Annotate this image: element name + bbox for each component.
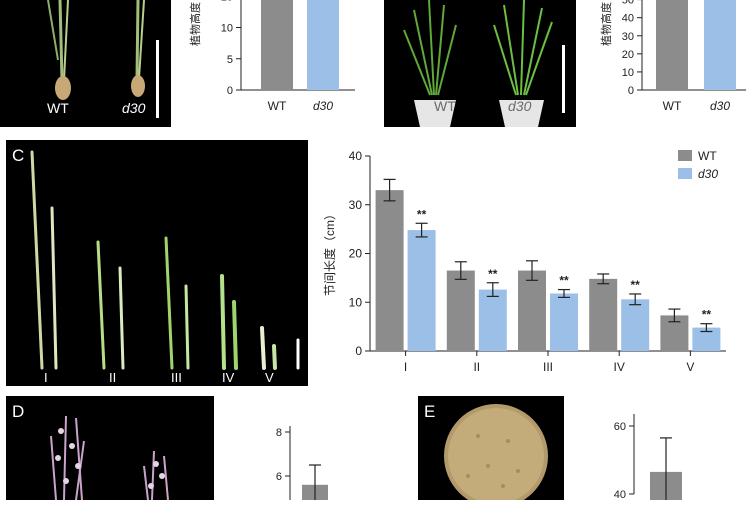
chart-c: 节间长度（cm） 0 10 20 30 40 I ** II ** III ** IV ** V ** WT d… [322,149,726,374]
chart-a-y-tick-label-3: 15 [221,0,233,3]
chart-e: 40 60 [614,414,682,500]
chart-a-bar-1 [307,0,339,90]
chart-b-y-tick-label-5: 50 [622,0,634,7]
panel-c-internode-1: I [44,370,48,385]
chart-c-sig-1: ** [488,267,498,281]
chart-a-y-tick-label-0: 0 [227,85,233,97]
chart-c-bar-d30-0 [407,230,436,351]
chart-c-ylabel: 节间长度（cm） [322,208,337,296]
chart-b-y-tick-label-1: 10 [622,67,634,79]
chart-c-bar-WT-2 [518,270,546,351]
chart-c-bar-d30-4 [692,327,721,351]
panel-a-mut-label: d30 [122,100,146,116]
chart-e-y-tick-label-1: 60 [614,421,626,433]
chart-b-y-tick-label-3: 30 [622,31,634,43]
chart-a-y-tick-label-2: 10 [221,23,233,35]
chart-b-ylabel: 植物高度 [599,2,613,46]
chart-b-x-label-0: WT [663,99,682,113]
chart-c-y-tick-label-3: 30 [349,198,363,212]
chart-e-y-tick-label-0: 40 [614,489,626,500]
chart-c-bar-WT-3 [589,278,618,351]
chart-c-bar-d30-2 [550,293,578,351]
chart-c-y-tick-label-2: 20 [349,247,363,261]
chart-c-bar-d30-1 [478,289,507,351]
chart-c-legend-swatch-d30 [678,168,692,179]
panel-d-label: D [12,402,25,421]
panel-c-internodes [30,150,300,370]
panel-c-photo: C I II III IV V [6,140,308,386]
chart-c-y-tick-label-0: 0 [355,344,362,358]
panel-e-photo: E [418,396,564,505]
panel-e-label: E [424,402,436,421]
chart-b-x-label-1: d30 [710,99,730,113]
chart-c-sig-4: ** [702,308,712,322]
panel-a-plants [47,0,159,118]
chart-c-legend-swatch-WT [678,150,692,161]
chart-a-x-label-0: WT [268,99,287,113]
chart-c-sig-2: ** [559,274,569,288]
panel-c-internode-2: II [109,370,117,385]
chart-b-y-tick-label-2: 20 [622,49,634,61]
panel-e-seeds [444,404,548,505]
chart-d: 468 [276,426,328,500]
chart-a-y-tick-label-1: 5 [227,54,233,66]
chart-c-legend-label-d30: d30 [698,167,718,181]
chart-b-bar-0 [656,0,688,90]
chart-d-y-tick-label-1: 6 [276,471,282,483]
chart-c-x-label-3: IV [614,360,625,374]
chart-c-x-label-0: I [404,360,407,374]
chart-a-bar-0 [261,0,293,90]
chart-c-bar-WT-0 [375,190,404,351]
panel-c-internode-3: III [171,370,182,385]
chart-a: 植物高度 0 5 10 15 WT d30 [188,0,355,113]
chart-b-bar-1 [704,0,736,90]
chart-b-y-tick-label-0: 0 [628,85,634,97]
chart-b: 植物高度 0 10 20 30 40 50 WT d30 [599,0,746,113]
panel-b-wt-label: WT [434,98,456,114]
chart-d-y-tick-label-2: 8 [276,427,282,439]
panel-d-photo: D [6,396,214,501]
chart-c-legend-label-WT: WT [698,149,717,163]
chart-c-sig-0: ** [417,207,427,221]
panel-d-panicles [50,415,169,501]
chart-c-y-tick-label-1: 10 [349,295,363,309]
chart-a-ylabel: 植物高度 [188,2,202,46]
panel-a-wt-label: WT [47,100,69,116]
panel-b-photo: WT d30 [384,0,576,127]
panel-b-plants [403,0,565,127]
chart-c-sig-3: ** [631,278,641,292]
panel-b-mut-label: d30 [508,98,532,114]
chart-c-y-tick-label-4: 40 [349,149,363,163]
panel-c-internode-5: V [265,370,274,385]
chart-c-x-label-2: III [543,360,553,374]
panel-c-label: C [12,146,25,165]
chart-b-y-tick-label-4: 40 [622,13,634,25]
chart-a-x-label-1: d30 [313,99,333,113]
chart-c-bar-WT-1 [446,270,475,351]
panel-a-photo: WT d30 [0,0,171,127]
panel-c-internode-4: IV [222,370,235,385]
chart-c-bar-d30-3 [621,299,650,351]
chart-c-x-label-4: V [686,360,694,374]
chart-c-x-label-1: II [473,360,480,374]
